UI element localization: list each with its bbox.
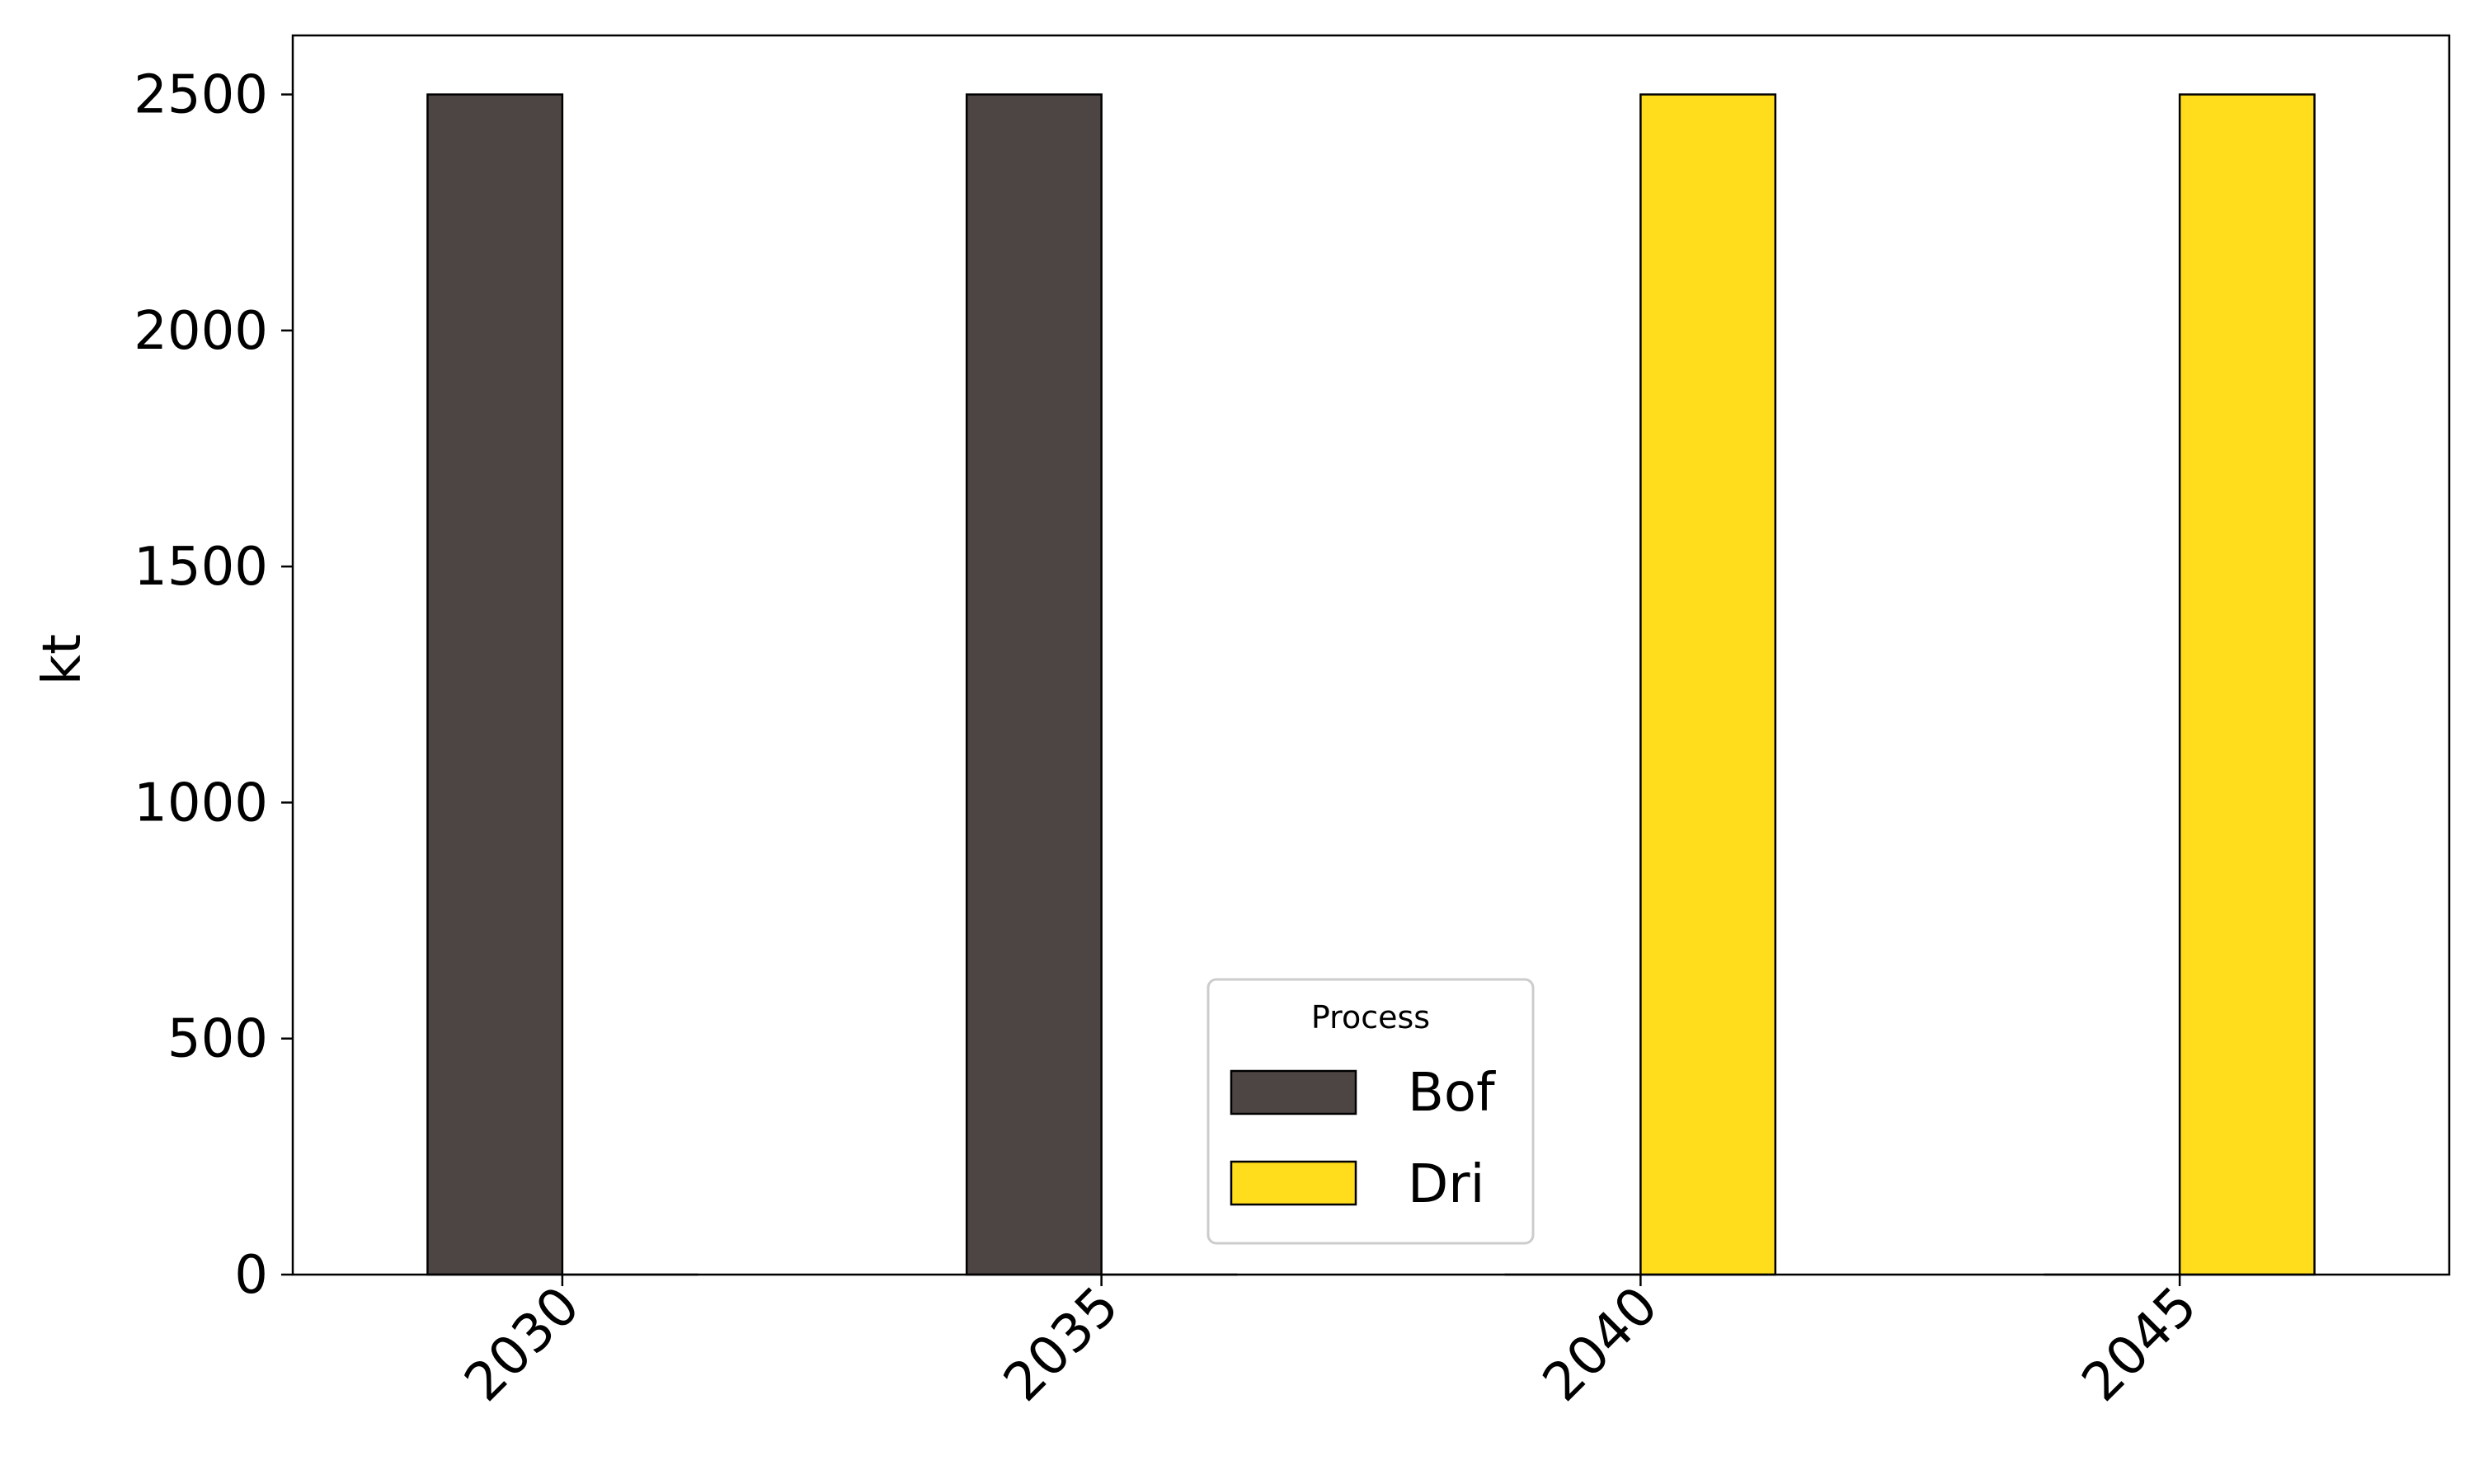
x-tick-label: 2045 [2071, 1275, 2208, 1413]
legend-swatch-dri [1230, 1160, 1357, 1206]
y-tick-label: 1500 [134, 537, 268, 598]
legend: Process Bof Dri [1206, 978, 1535, 1245]
bar-bof-2035 [965, 93, 1103, 1276]
x-tick-label: 2040 [1531, 1275, 1669, 1413]
legend-label-dri: Dri [1408, 1154, 1484, 1215]
y-tick-label: 1000 [134, 773, 268, 834]
y-tick-label: 500 [167, 1009, 268, 1070]
x-axis: 2030 2035 2040 2045 [454, 1275, 2208, 1413]
bar-bof-2030 [426, 93, 564, 1276]
plot-frame [291, 34, 2451, 1276]
y-tick-label: 2000 [134, 301, 268, 362]
x-tick-label: 2035 [992, 1275, 1130, 1413]
bar-dri-2045 [2178, 93, 2316, 1276]
bar-dri-2040 [1639, 93, 1777, 1276]
legend-label-bof: Bof [1408, 1063, 1496, 1124]
y-tick-label: 0 [234, 1245, 268, 1306]
bars-layer [426, 93, 2316, 1276]
x-tick-label: 2030 [454, 1275, 591, 1413]
legend-title: Process [1311, 999, 1430, 1036]
y-tick-label: 2500 [134, 65, 268, 126]
legend-swatch-bof [1230, 1069, 1357, 1115]
y-axis-title: kt [32, 634, 93, 685]
y-axis: 0 500 1000 1500 2000 2500 [134, 65, 293, 1306]
